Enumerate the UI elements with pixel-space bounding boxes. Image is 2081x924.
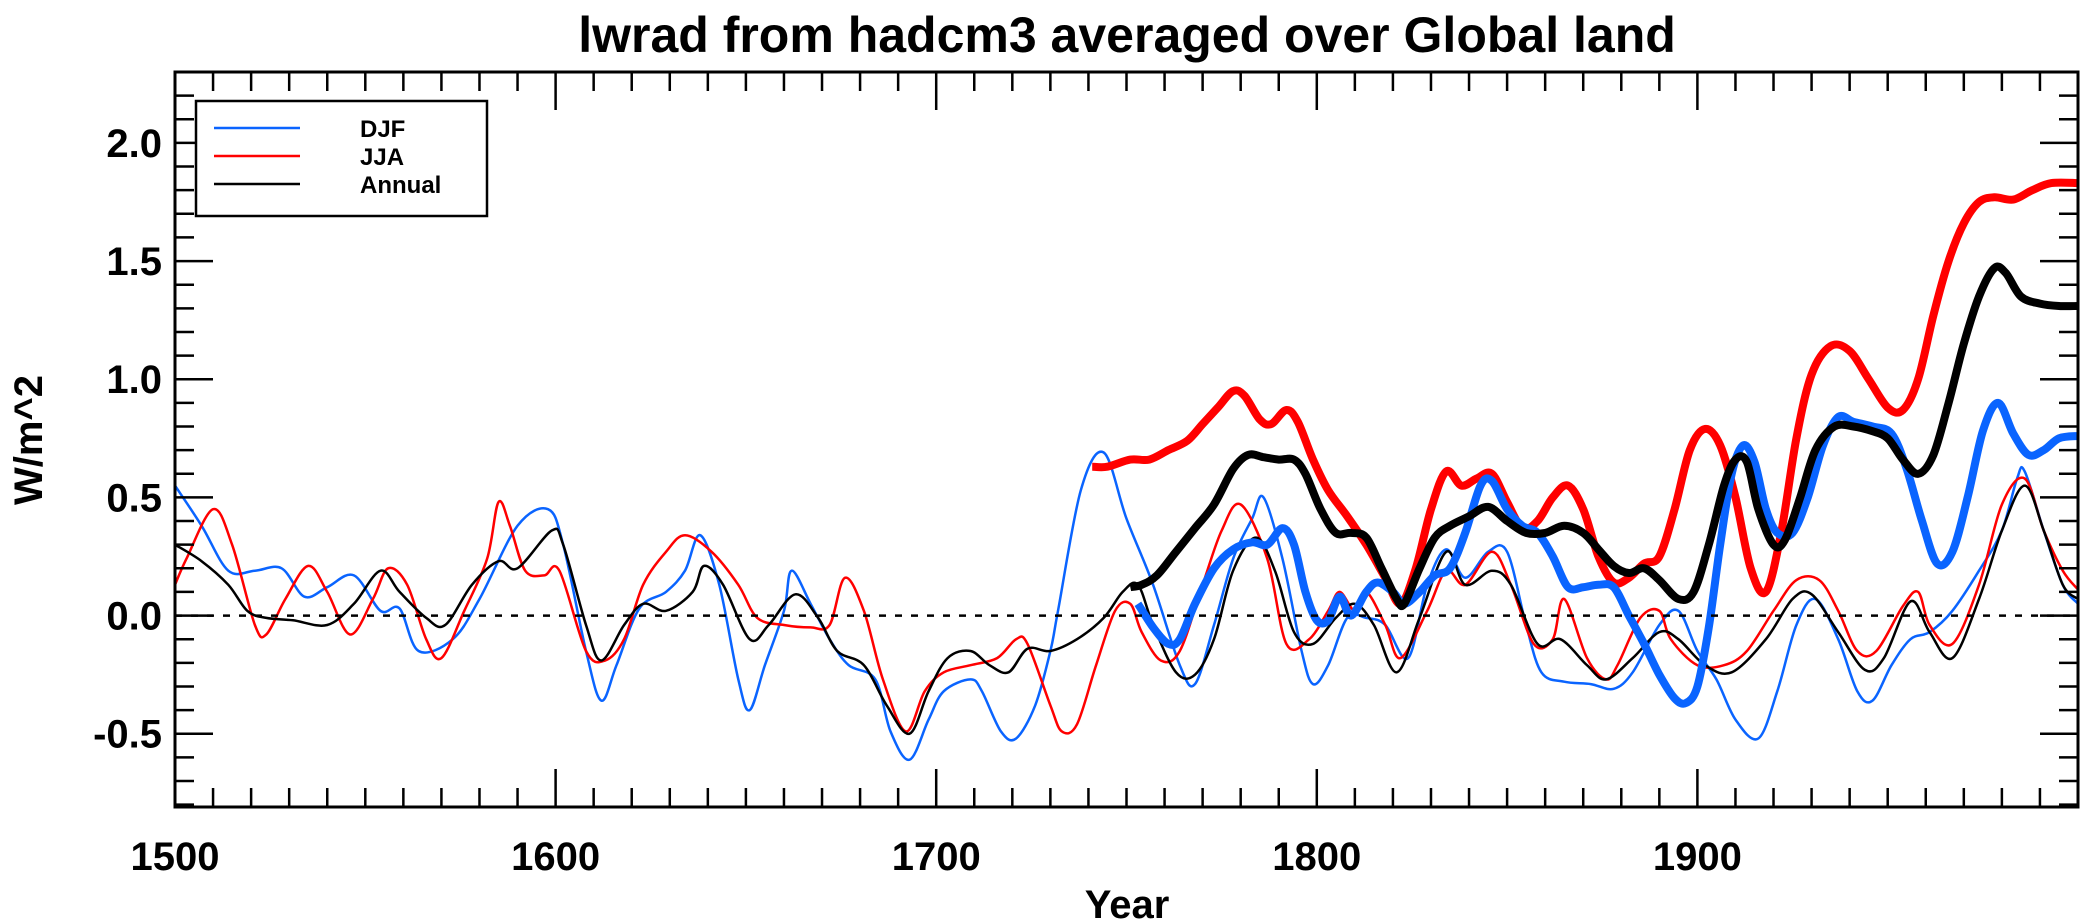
legend-label-djf: DJF (360, 116, 405, 143)
series-line-djf-smoothed (1134, 398, 2079, 708)
x-tick-label: 1800 (1272, 835, 1361, 879)
y-tick-label: 0.5 (106, 476, 162, 520)
series-line-jja-smoothed (1092, 178, 2079, 608)
legend-box (194, 99, 489, 218)
x-tick-label: 1900 (1653, 835, 1742, 879)
legend-label-jja: JJA (360, 144, 404, 171)
series-line-annual-smoothed (1129, 262, 2079, 611)
y-tick-label: -0.5 (93, 713, 162, 757)
axis-ticks (173, 70, 2080, 807)
x-tick-label: 1500 (131, 835, 220, 879)
y-tick-label: 2.0 (106, 122, 162, 166)
x-tick-label: 1700 (892, 835, 981, 879)
chart-title: lwrad from hadcm3 averaged over Global l… (578, 7, 1676, 63)
x-axis-label: Year (1085, 883, 1170, 924)
legend-label-annual: Annual (360, 172, 441, 199)
series-line-djf (173, 450, 2079, 761)
legend: DJF JJA Annual (194, 99, 489, 218)
series-layer (173, 178, 2079, 761)
series-line-jja (173, 476, 2079, 735)
y-axis-label: W/m^2 (7, 375, 51, 505)
x-tick-label: 1600 (511, 835, 600, 879)
y-tick-label: 1.0 (106, 358, 162, 402)
x-tick-labels: 1500 1600 1700 1800 1900 (131, 835, 1742, 879)
y-tick-label: 1.5 (106, 240, 162, 284)
y-tick-labels: -0.5 0.0 0.5 1.0 1.5 2.0 (93, 122, 162, 757)
y-tick-label: 0.0 (106, 595, 162, 639)
